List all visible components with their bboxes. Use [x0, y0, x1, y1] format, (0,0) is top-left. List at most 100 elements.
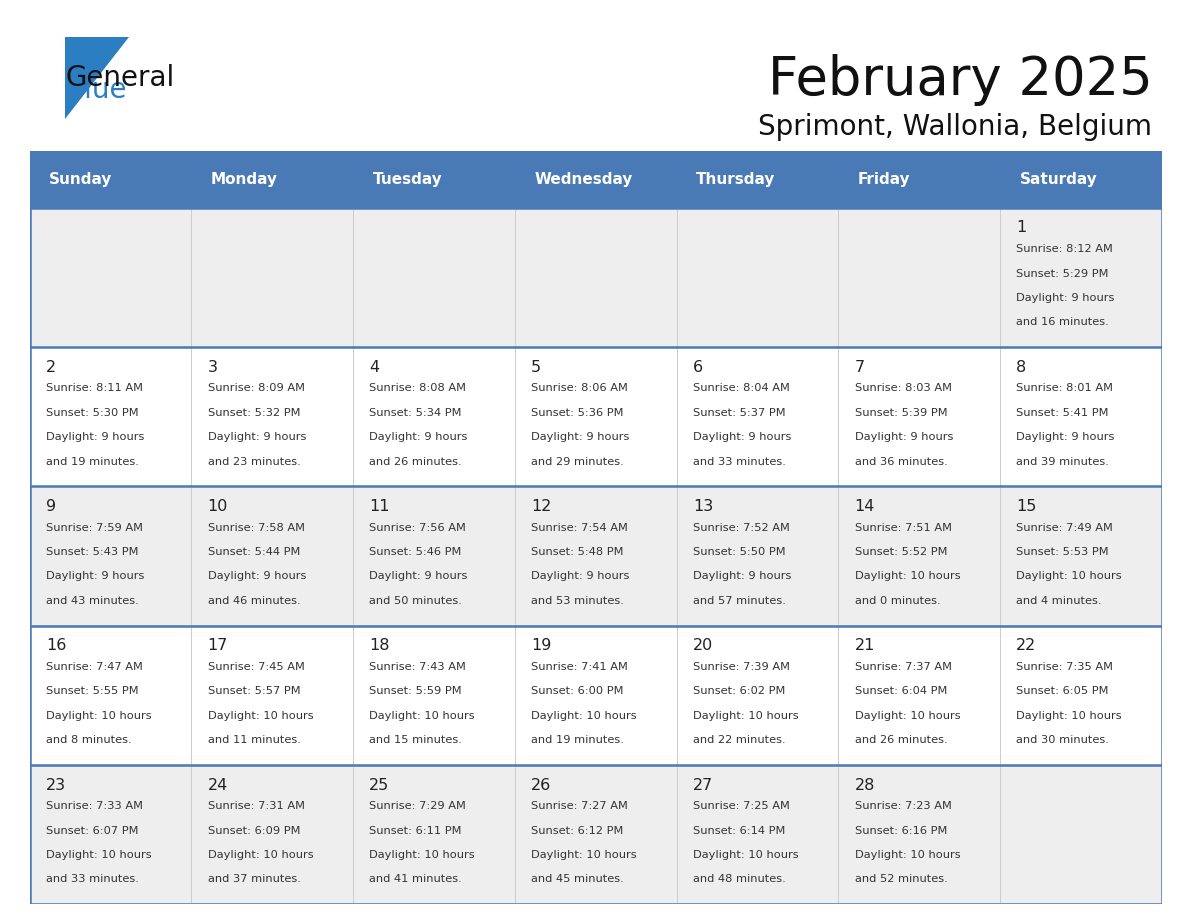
Text: Sunrise: 7:29 AM: Sunrise: 7:29 AM	[369, 801, 466, 812]
Text: 2: 2	[46, 360, 56, 375]
Text: Sunrise: 7:27 AM: Sunrise: 7:27 AM	[531, 801, 628, 812]
Text: Daylight: 9 hours: Daylight: 9 hours	[693, 571, 791, 581]
Text: and 36 minutes.: and 36 minutes.	[854, 456, 947, 466]
Text: and 37 minutes.: and 37 minutes.	[208, 874, 301, 884]
Text: Sunrise: 7:54 AM: Sunrise: 7:54 AM	[531, 522, 628, 532]
Text: Sunrise: 7:45 AM: Sunrise: 7:45 AM	[208, 662, 304, 672]
Text: 13: 13	[693, 499, 713, 514]
Text: Daylight: 9 hours: Daylight: 9 hours	[208, 432, 307, 442]
Text: 12: 12	[531, 499, 551, 514]
Text: and 4 minutes.: and 4 minutes.	[1016, 596, 1101, 606]
Text: 22: 22	[1016, 638, 1037, 654]
Text: 1: 1	[1016, 220, 1026, 235]
Text: Sunset: 6:02 PM: Sunset: 6:02 PM	[693, 687, 785, 696]
Text: Sunset: 6:04 PM: Sunset: 6:04 PM	[854, 687, 947, 696]
Bar	[30, 765, 1162, 904]
Text: 7: 7	[854, 360, 865, 375]
Text: Sunrise: 7:31 AM: Sunrise: 7:31 AM	[208, 801, 304, 812]
Text: Sunrise: 8:12 AM: Sunrise: 8:12 AM	[1016, 244, 1113, 254]
Text: and 30 minutes.: and 30 minutes.	[1016, 735, 1110, 745]
Text: Daylight: 10 hours: Daylight: 10 hours	[854, 711, 960, 721]
Text: Sunrise: 7:39 AM: Sunrise: 7:39 AM	[693, 662, 790, 672]
Text: and 48 minutes.: and 48 minutes.	[693, 874, 785, 884]
Text: 19: 19	[531, 638, 551, 654]
Text: Sunrise: 7:41 AM: Sunrise: 7:41 AM	[531, 662, 628, 672]
Text: Daylight: 10 hours: Daylight: 10 hours	[208, 850, 314, 860]
Text: 18: 18	[369, 638, 390, 654]
Text: Sunset: 5:36 PM: Sunset: 5:36 PM	[531, 408, 624, 418]
Text: 20: 20	[693, 638, 713, 654]
Text: 27: 27	[693, 778, 713, 792]
Text: Sunrise: 7:52 AM: Sunrise: 7:52 AM	[693, 522, 790, 532]
Text: Daylight: 9 hours: Daylight: 9 hours	[531, 432, 630, 442]
Text: and 16 minutes.: and 16 minutes.	[1016, 318, 1110, 327]
Text: and 57 minutes.: and 57 minutes.	[693, 596, 785, 606]
Text: and 15 minutes.: and 15 minutes.	[369, 735, 462, 745]
Text: 14: 14	[854, 499, 874, 514]
Text: 16: 16	[46, 638, 67, 654]
Text: 9: 9	[46, 499, 56, 514]
Text: Daylight: 10 hours: Daylight: 10 hours	[1016, 571, 1121, 581]
Text: Sunset: 5:46 PM: Sunset: 5:46 PM	[369, 547, 462, 557]
Text: Monday: Monday	[210, 173, 278, 187]
Text: Sunset: 5:48 PM: Sunset: 5:48 PM	[531, 547, 624, 557]
Text: Sunrise: 7:58 AM: Sunrise: 7:58 AM	[208, 522, 304, 532]
Bar	[514, 151, 677, 207]
Text: 6: 6	[693, 360, 703, 375]
Bar	[1000, 151, 1162, 207]
Text: and 22 minutes.: and 22 minutes.	[693, 735, 785, 745]
Text: Tuesday: Tuesday	[373, 173, 442, 187]
Text: Sunrise: 8:11 AM: Sunrise: 8:11 AM	[46, 384, 143, 394]
Text: Sunset: 5:44 PM: Sunset: 5:44 PM	[208, 547, 301, 557]
Text: Daylight: 9 hours: Daylight: 9 hours	[1016, 293, 1114, 303]
Text: 15: 15	[1016, 499, 1037, 514]
Text: Daylight: 9 hours: Daylight: 9 hours	[854, 432, 953, 442]
Text: and 23 minutes.: and 23 minutes.	[208, 456, 301, 466]
Text: Sunrise: 7:56 AM: Sunrise: 7:56 AM	[369, 522, 466, 532]
Text: Sunrise: 7:23 AM: Sunrise: 7:23 AM	[854, 801, 952, 812]
Text: Sunset: 5:52 PM: Sunset: 5:52 PM	[854, 547, 947, 557]
Text: Daylight: 9 hours: Daylight: 9 hours	[693, 432, 791, 442]
Text: 24: 24	[208, 778, 228, 792]
Text: 25: 25	[369, 778, 390, 792]
Text: Daylight: 10 hours: Daylight: 10 hours	[693, 711, 798, 721]
Text: General: General	[65, 64, 175, 92]
Text: Daylight: 9 hours: Daylight: 9 hours	[531, 571, 630, 581]
Text: Sunset: 6:11 PM: Sunset: 6:11 PM	[369, 825, 462, 835]
Text: Sunset: 6:05 PM: Sunset: 6:05 PM	[1016, 687, 1108, 696]
Bar	[30, 151, 191, 207]
Text: Sunrise: 7:35 AM: Sunrise: 7:35 AM	[1016, 662, 1113, 672]
Text: Wednesday: Wednesday	[535, 173, 633, 187]
Text: Daylight: 9 hours: Daylight: 9 hours	[369, 432, 468, 442]
Text: Daylight: 10 hours: Daylight: 10 hours	[693, 850, 798, 860]
Text: and 26 minutes.: and 26 minutes.	[369, 456, 462, 466]
Text: 10: 10	[208, 499, 228, 514]
Text: Sunset: 5:43 PM: Sunset: 5:43 PM	[46, 547, 138, 557]
Text: Sunrise: 7:43 AM: Sunrise: 7:43 AM	[369, 662, 466, 672]
Text: Sunset: 5:39 PM: Sunset: 5:39 PM	[854, 408, 947, 418]
Text: Sunset: 6:16 PM: Sunset: 6:16 PM	[854, 825, 947, 835]
Text: Daylight: 10 hours: Daylight: 10 hours	[531, 711, 637, 721]
Text: and 33 minutes.: and 33 minutes.	[693, 456, 785, 466]
Text: and 11 minutes.: and 11 minutes.	[208, 735, 301, 745]
Text: Sunset: 5:55 PM: Sunset: 5:55 PM	[46, 687, 139, 696]
Text: Sunday: Sunday	[49, 173, 113, 187]
Text: and 52 minutes.: and 52 minutes.	[854, 874, 947, 884]
Text: and 19 minutes.: and 19 minutes.	[531, 735, 624, 745]
Text: Daylight: 10 hours: Daylight: 10 hours	[854, 571, 960, 581]
Text: 26: 26	[531, 778, 551, 792]
Text: Sunset: 5:29 PM: Sunset: 5:29 PM	[1016, 268, 1108, 278]
Text: and 50 minutes.: and 50 minutes.	[369, 596, 462, 606]
Text: Sunset: 5:37 PM: Sunset: 5:37 PM	[693, 408, 785, 418]
Text: Sunrise: 8:04 AM: Sunrise: 8:04 AM	[693, 384, 790, 394]
Text: and 41 minutes.: and 41 minutes.	[369, 874, 462, 884]
Text: 17: 17	[208, 638, 228, 654]
Text: Daylight: 9 hours: Daylight: 9 hours	[46, 432, 144, 442]
Bar	[30, 207, 1162, 347]
Text: and 45 minutes.: and 45 minutes.	[531, 874, 624, 884]
Text: Daylight: 10 hours: Daylight: 10 hours	[1016, 711, 1121, 721]
Text: 21: 21	[854, 638, 874, 654]
Text: Blue: Blue	[65, 76, 127, 105]
Text: Sunset: 5:53 PM: Sunset: 5:53 PM	[1016, 547, 1108, 557]
Polygon shape	[65, 37, 129, 119]
